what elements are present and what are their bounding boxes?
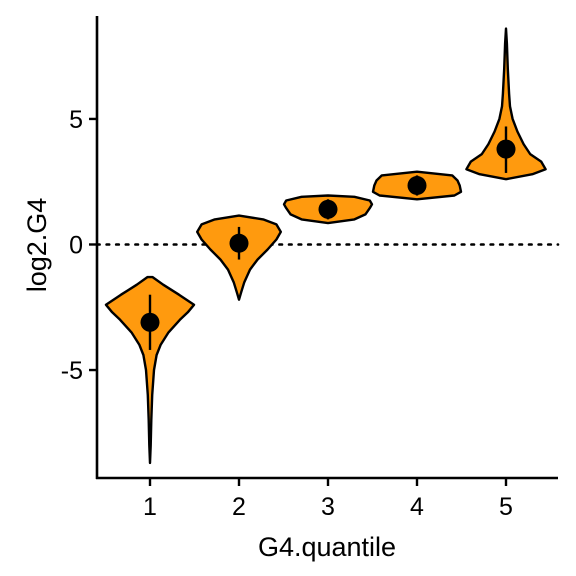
axes: 5 0 -5 1 2 3 4 5 xyxy=(61,16,558,521)
y-tick-label--5: -5 xyxy=(61,357,83,385)
violin-group-1 xyxy=(104,275,196,465)
x-tick-label-2: 2 xyxy=(232,493,246,521)
x-tick-label-4: 4 xyxy=(410,493,424,521)
x-axis-title: G4.quantile xyxy=(258,532,396,562)
y-tick-label-5: 5 xyxy=(69,106,83,134)
violin-group-5 xyxy=(465,27,547,181)
y-tick-label-0: 0 xyxy=(69,231,83,259)
plot-area xyxy=(95,27,560,465)
x-tick-label-1: 1 xyxy=(143,493,157,521)
mean-point-group-5 xyxy=(496,139,516,159)
x-tick-label-3: 3 xyxy=(321,493,335,521)
mean-point-group-4 xyxy=(407,175,427,195)
x-tick-label-5: 5 xyxy=(499,493,513,521)
mean-point-group-2 xyxy=(229,233,249,253)
mean-point-group-3 xyxy=(318,199,338,219)
y-axis-title: log2.G4 xyxy=(22,198,52,293)
mean-point-group-1 xyxy=(140,312,160,332)
